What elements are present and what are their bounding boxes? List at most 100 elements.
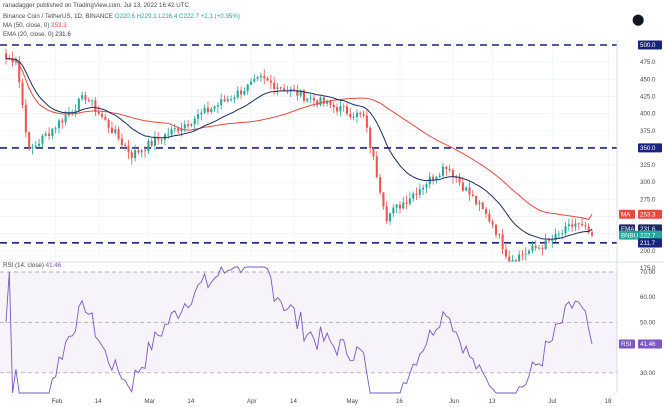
candle-body <box>524 253 527 255</box>
candle-body <box>521 254 524 256</box>
candle-body <box>150 141 153 146</box>
candle-body <box>124 144 127 147</box>
candle-body <box>253 78 256 82</box>
candle-body <box>432 176 435 181</box>
ma-legend-label: MA (50, close, 0) <box>3 22 50 29</box>
candle-body <box>206 107 209 112</box>
candle-body <box>395 204 398 208</box>
candle-body <box>173 128 176 130</box>
candle-body <box>518 254 521 262</box>
candle-body <box>177 128 180 132</box>
candle-body <box>203 107 206 113</box>
level-211-tag: 211.7 <box>640 240 656 247</box>
candle-body <box>187 124 190 126</box>
rsi-value-tag: 41.46 <box>640 341 656 348</box>
price-tick-label: 375.0 <box>640 128 656 135</box>
candle-body <box>425 184 428 188</box>
price-tick-label: 175.0 <box>640 265 656 272</box>
candle-body <box>302 90 305 101</box>
price-tick-label: 200.0 <box>640 248 656 255</box>
candle-body <box>435 176 438 181</box>
candle-body <box>379 177 382 193</box>
time-axis: Feb 14 Mar 14 Apr 14 May 16 Jun 13 Jul 18 <box>52 398 612 405</box>
candle-body <box>216 105 219 107</box>
ema-20-line <box>6 58 593 240</box>
candle-body <box>230 98 233 100</box>
candle-body <box>110 127 113 133</box>
close-value-tag: 222.7 <box>640 232 656 239</box>
candle-body <box>266 78 269 81</box>
ema-legend-label: EMA (20, close, 0) <box>3 31 54 38</box>
price-tags: 500.0350.0MA253.3EMA231.6BNBUSDT222.707:… <box>619 40 664 349</box>
candle-body <box>538 247 541 249</box>
candle-body <box>508 256 511 263</box>
time-tick-label: Jul <box>548 398 556 405</box>
candle-body <box>485 208 488 214</box>
candle-body <box>501 234 504 250</box>
rsi-background <box>0 262 617 393</box>
candle-body <box>4 53 8 59</box>
candle-body <box>160 139 163 141</box>
price-tick-label: 425.0 <box>640 93 656 100</box>
candle-body <box>84 95 87 101</box>
ma-legend[interactable]: MA (50, close, 0) 253.3 <box>3 22 67 29</box>
ema-tag: EMA <box>621 226 635 233</box>
candle-body <box>51 128 54 137</box>
support-resistance-levels <box>0 44 617 244</box>
candle-body <box>541 247 544 250</box>
candle-body <box>18 61 21 83</box>
rsi-tick-label: 60.00 <box>640 294 656 301</box>
candle-body <box>455 177 458 178</box>
candle-body <box>134 150 137 159</box>
candle-body <box>488 213 491 222</box>
time-tick-label: 14 <box>290 398 297 405</box>
candle-body <box>587 226 590 233</box>
candle-body <box>511 260 514 263</box>
price-tick-label: 475.0 <box>640 59 656 66</box>
candle-body <box>104 116 107 120</box>
candle-body <box>269 80 272 83</box>
candle-body <box>107 119 110 128</box>
candle-body <box>461 182 464 191</box>
ohlc-values: O220.6 H229.1 L216.4 C222.7 +2.1 (+0.95%… <box>114 13 240 20</box>
candle-body <box>259 75 262 78</box>
candle-body <box>273 82 276 90</box>
candle-body <box>28 132 31 148</box>
symbol-tag: BNBUSDT <box>621 232 651 239</box>
time-tick-label: 14 <box>95 398 102 405</box>
candle-body <box>81 95 84 99</box>
rsi-legend[interactable]: RSI (14, close) 41.46 <box>3 262 61 269</box>
candle-body <box>14 61 17 63</box>
rsi-legend-value: 41.46 <box>45 262 62 269</box>
candle-body <box>289 89 292 91</box>
candle-body <box>54 128 57 129</box>
candle-body <box>64 115 67 123</box>
ma-tag: MA <box>621 211 631 218</box>
candle-body <box>91 100 94 102</box>
candle-body <box>398 204 401 209</box>
candle-body <box>246 84 249 92</box>
candle-body <box>475 196 478 205</box>
candle-body <box>144 150 147 152</box>
tradingview-logo-icon: ⬤ <box>632 13 645 26</box>
candle-body <box>77 98 80 111</box>
candle-body <box>41 135 44 144</box>
time-tick-label: Jun <box>449 398 460 405</box>
candle-body <box>180 128 183 132</box>
candle-body <box>528 250 531 254</box>
symbol-title: Binance Coin / TetherUS, 1D, BINANCE <box>3 13 113 20</box>
ema-legend[interactable]: EMA (20, close, 0) 231.6 <box>3 31 71 38</box>
candle-body <box>61 120 64 123</box>
symbol-tag-box <box>619 230 638 240</box>
candle-body <box>408 198 411 204</box>
candle-body <box>349 113 352 118</box>
candle-body <box>197 114 200 119</box>
candle-body <box>554 233 557 241</box>
ma-50-line <box>5 57 593 221</box>
level-500-tag: 500.0 <box>640 42 656 49</box>
candle-body <box>581 223 584 226</box>
candle-body <box>418 189 421 195</box>
candle-body <box>137 150 140 153</box>
candle-body <box>465 187 468 191</box>
